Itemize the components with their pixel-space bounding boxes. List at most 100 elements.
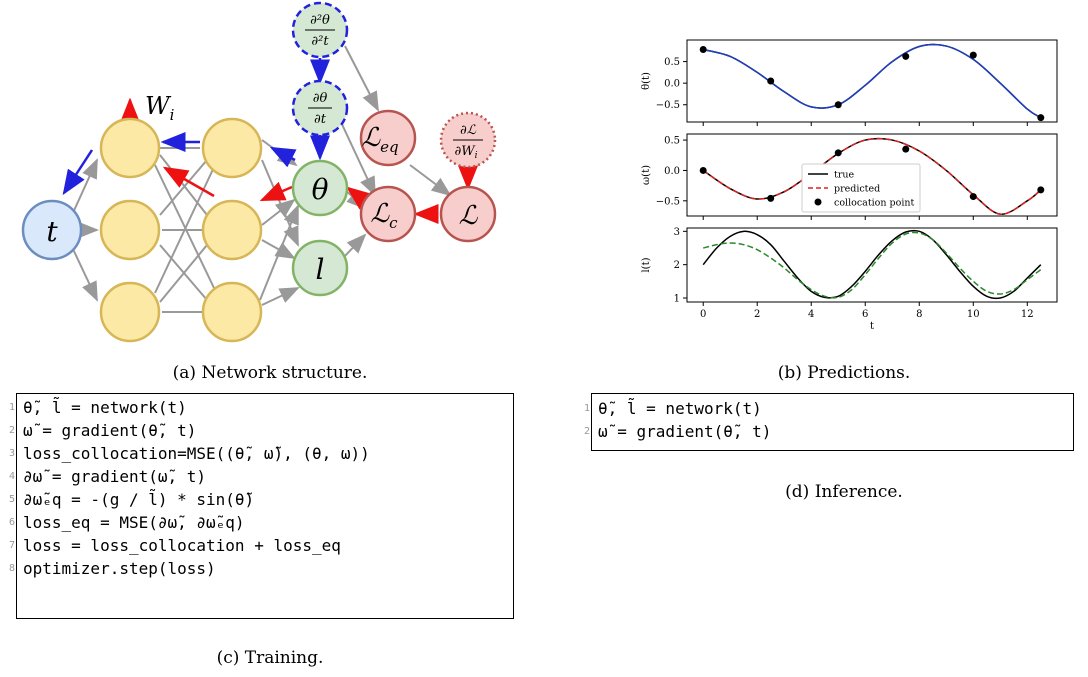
edge-h3-h5 <box>159 244 208 303</box>
line-number: 4 <box>8 471 15 482</box>
caption-d: (d) Inference. <box>785 482 903 502</box>
second-derivative-den: ∂²t <box>311 34 329 49</box>
training-code-line: 6 loss_eq = MSE(∂ω̃, ∂ω̃ₑq) <box>9 511 513 534</box>
y-tick-label: 0.0 <box>664 166 680 177</box>
training-code-line: 5 ∂ω̃ₑq = -(g / l̃) * sin(θ̃) <box>9 488 513 511</box>
edge-l-Lc <box>342 233 367 259</box>
subplot-2: 0.5 0.0 −0.5 ω(t) true predicted collocation p… <box>641 133 1058 220</box>
code-text: θ̃, l̃ = network(t) <box>23 398 187 417</box>
training-code-block: 1 θ̃, l̃ = network(t) 2 ω̃ = gradient(θ̃, t… <box>9 393 514 619</box>
axes-frame <box>686 227 1058 303</box>
loss-collocation-node <box>359 185 417 243</box>
code-text: loss = loss_collocation + loss_eq <box>23 536 341 555</box>
line-number: 6 <box>8 517 15 528</box>
collocation-point <box>1037 186 1045 194</box>
blue-arrow-h1-t <box>62 149 94 196</box>
collocation-point <box>699 45 707 53</box>
output-node-theta-label: θ <box>312 173 329 206</box>
x-axis-label: t <box>870 321 874 332</box>
collocation-point <box>969 193 977 201</box>
red-arrow-h5-h1 <box>162 166 215 198</box>
hidden-node <box>99 281 161 343</box>
y-axis-label: θ(t) <box>641 72 652 90</box>
second-derivative-num: ∂²θ <box>310 13 330 28</box>
training-code-line: 4 ∂ω̃ = gradient(ω̃, t) <box>9 465 513 488</box>
hidden-node <box>99 117 161 179</box>
y-tick-label: −0.5 <box>656 196 680 207</box>
line-number: 2 <box>583 426 590 437</box>
loss-eq-label: ℒeq <box>361 123 398 156</box>
edge-h6-theta <box>259 204 299 301</box>
edge-t-h1 <box>71 158 98 216</box>
training-code-line: 8 optimizer.step(loss) <box>9 557 513 580</box>
legend: true predicted collocation point <box>801 163 921 213</box>
legend-swatch <box>814 198 822 206</box>
subplot-1: 0.5 0.0 −0.5 θ(t) <box>641 39 1058 126</box>
axes-frame <box>686 39 1058 123</box>
code-text: optimizer.step(loss) <box>23 559 216 578</box>
code-text: ω̃ = gradient(θ̃, t) <box>598 422 772 441</box>
weight-label: Wi <box>145 92 175 124</box>
collocation-point <box>699 166 707 174</box>
collocation-point <box>969 51 977 59</box>
legend-entry: true <box>834 170 854 181</box>
collocation-point <box>902 145 910 153</box>
y-tick-label: 3 <box>674 227 680 238</box>
edge-h6-l <box>261 287 300 306</box>
series-line <box>703 231 1042 299</box>
output-node-l <box>291 239 349 297</box>
inference-code-block: 1 θ̃, l̃ = network(t) 2 ω̃ = gradient(θ̃, t… <box>584 393 1074 451</box>
y-tick-label: 1 <box>674 294 680 305</box>
y-tick-label: 0.5 <box>664 57 680 68</box>
training-code-line: 3 loss_collocation=MSE((θ̃, ω̃), (θ, ω)) <box>9 442 513 465</box>
y-tick-label: 2 <box>674 260 680 271</box>
hidden-node <box>201 281 263 343</box>
network-diagram: t Wi θ l ∂²θ ∂²t ∂θ ∂t ℒeq ℒc ℒ ∂ℒ ∂Wi <box>21 1 497 343</box>
line-number: 3 <box>8 448 15 459</box>
y-tick-label: 0.5 <box>664 136 680 147</box>
inference-code-line: 1 θ̃, l̃ = network(t) <box>584 397 1073 420</box>
blue-arrow-theta-h4 <box>269 146 297 168</box>
line-number: 1 <box>583 403 590 414</box>
x-tick-label: 10 <box>967 309 980 320</box>
loss-gradient-den: ∂Wi <box>455 144 478 161</box>
code-text: loss_collocation=MSE((θ̃, ω̃), (θ, ω)) <box>23 444 370 463</box>
code-text: ∂ω̃ = gradient(ω̃, t) <box>23 467 207 486</box>
collocation-point <box>834 149 842 157</box>
edge-h5-theta <box>261 198 296 226</box>
line-number: 8 <box>8 563 15 574</box>
series-line <box>703 43 1042 119</box>
code-text: θ̃, l̃ = network(t) <box>598 399 762 418</box>
legend-entry: predicted <box>834 184 880 195</box>
line-number: 2 <box>8 425 15 436</box>
output-node-theta <box>291 159 349 217</box>
collocation-point <box>902 52 910 60</box>
collocation-point <box>767 77 775 85</box>
loss-gradient-num: ∂ℒ <box>460 123 477 138</box>
x-tick-label: 6 <box>862 309 868 320</box>
hidden-node <box>201 117 263 179</box>
y-axis-label: ω(t) <box>641 165 652 185</box>
caption-a: (a) Network structure. <box>172 363 368 383</box>
y-tick-label: 0.0 <box>664 79 680 90</box>
first-derivative-den: ∂t <box>314 112 327 127</box>
loss-collocation-label: ℒc <box>370 199 398 232</box>
training-code-line: 7 loss = loss_collocation + loss_eq <box>9 534 513 557</box>
inference-code-line: 2 ω̃ = gradient(θ̃, t) <box>584 420 1073 443</box>
red-arrow-theta-h5 <box>259 181 293 202</box>
caption-c: (c) Training. <box>216 648 324 668</box>
line-number: 1 <box>8 402 15 413</box>
legend-entry: collocation point <box>834 198 914 209</box>
edge-dtheta-Lc <box>339 119 376 197</box>
x-tick-label: 0 <box>700 309 706 320</box>
total-loss-node <box>439 185 497 243</box>
code-text: ∂ω̃ₑq = -(g / l̃) * sin(θ̃) <box>23 490 255 509</box>
training-code-line: 2 ω̃ = gradient(θ̃, t) <box>9 419 513 442</box>
x-tick-label: 8 <box>916 309 922 320</box>
axes-frame <box>686 133 1058 217</box>
y-tick-label: −0.5 <box>656 100 680 111</box>
x-tick-label: 12 <box>1021 309 1034 320</box>
input-node-label: t <box>46 215 58 248</box>
collocation-point <box>1037 114 1045 122</box>
